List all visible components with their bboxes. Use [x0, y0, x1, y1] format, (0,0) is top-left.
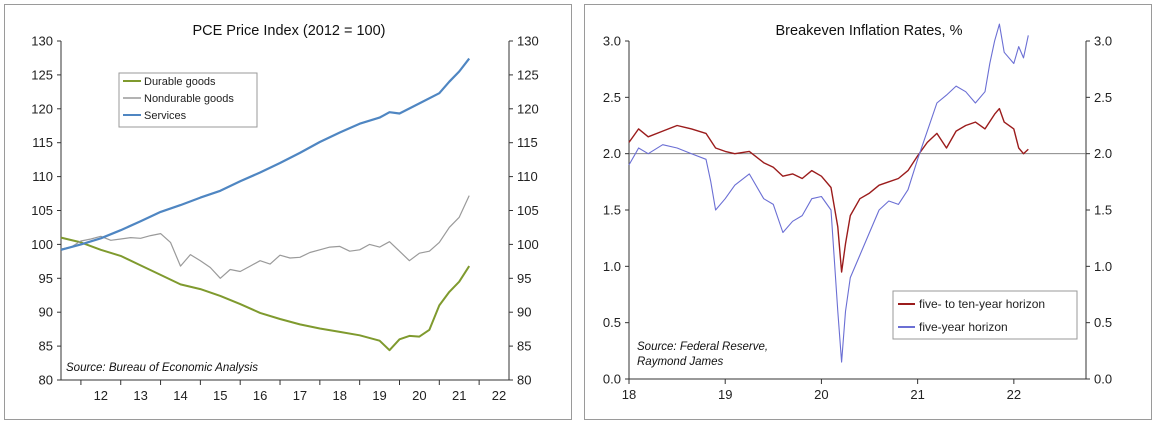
source-note-line-2: Raymond James: [637, 356, 724, 368]
legend-label-five-to-ten-year: five- to ten-year horizon: [919, 297, 1045, 311]
y-tick-label-left: 0.0: [603, 372, 621, 387]
chart-title: PCE Price Index (2012 = 100): [192, 23, 385, 39]
y-tick-label-right: 85: [517, 339, 531, 354]
y-tick-label-left: 3.0: [603, 34, 621, 49]
series-line-nondurable-goods: [60, 195, 470, 279]
y-tick-label-left: 120: [31, 101, 53, 116]
pce-price-index-chart: PCE Price Index (2012 = 100) 80 80 85 85 90 9…: [31, 23, 539, 403]
y-tick-label-left: 2.5: [603, 90, 621, 105]
series-line-five-to-ten-year-horizon: [628, 107, 1029, 273]
x-tick-label: 22: [492, 388, 506, 403]
y-tick-label-left: 130: [31, 34, 53, 49]
x-tick-label: 19: [372, 388, 386, 403]
legend-label-nondurable-goods: Nondurable goods: [144, 93, 234, 105]
y-tick-label-left: 0.5: [603, 315, 621, 330]
legend-box: [118, 72, 258, 128]
x-tick-label: 21: [452, 388, 466, 403]
series-line-five-year-horizon: [628, 23, 1029, 363]
x-tick-label: 21: [910, 387, 924, 402]
y-tick-label-left: 110: [32, 169, 53, 184]
breakeven-inflation-chart: Breakeven Inflation Rates, % 0.0 0.0 0.5 0.…: [603, 23, 1112, 402]
y-tick-label-right: 3.0: [1094, 34, 1112, 49]
y-tick-label-right: 95: [517, 271, 531, 286]
breakeven-inflation-panel: Breakeven Inflation Rates, % 0.0 0.0 0.5 0.…: [584, 4, 1152, 420]
y-tick-label-left: 80: [39, 373, 53, 388]
y-tick-label-right: 2.5: [1094, 90, 1112, 105]
legend-box: [892, 290, 1078, 340]
x-tick-label: 16: [253, 388, 267, 403]
chart-title: Breakeven Inflation Rates, %: [776, 23, 963, 39]
series-line-services: [60, 57, 471, 251]
chart-legend: five- to ten-year horizon five-year hori…: [892, 290, 1078, 340]
y-tick-label-right: 115: [517, 135, 538, 150]
y-tick-label-right: 100: [517, 237, 539, 252]
y-tick-label-left: 115: [32, 135, 53, 150]
x-tick-label: 13: [133, 388, 147, 403]
x-tick-label: 19: [718, 387, 732, 402]
x-tick-label: 18: [333, 388, 347, 403]
x-tick-label: 15: [213, 388, 227, 403]
y-tick-label-left: 105: [31, 203, 53, 218]
y-tick-label-left: 95: [39, 271, 53, 286]
y-tick-label-right: 130: [517, 34, 539, 49]
chart-legend: Durable goods Nondurable goods Services: [118, 72, 258, 128]
y-tick-label-right: 1.5: [1094, 203, 1112, 218]
y-tick-label-right: 0.5: [1094, 315, 1112, 330]
x-tick-label: 17: [293, 388, 307, 403]
y-tick-label-right: 120: [517, 101, 539, 116]
x-tick-label: 20: [412, 388, 426, 403]
source-note-line-1: Source: Federal Reserve,: [637, 341, 768, 353]
x-tick-label: 14: [173, 388, 187, 403]
y-tick-label-right: 0.0: [1094, 372, 1112, 387]
y-tick-label-left: 125: [31, 67, 53, 82]
y-tick-label-left: 2.0: [603, 146, 621, 161]
y-tick-label-right: 90: [517, 305, 531, 320]
x-tick-label: 20: [814, 387, 828, 402]
y-tick-label-right: 80: [517, 373, 531, 388]
y-tick-label-right: 1.0: [1094, 259, 1112, 274]
x-tick-label: 18: [622, 387, 636, 402]
x-tick-label: 12: [94, 388, 108, 403]
y-tick-label-left: 85: [39, 339, 53, 354]
source-note: Source: Bureau of Economic Analysis: [66, 362, 258, 374]
y-tick-label-left: 100: [31, 237, 53, 252]
y-tick-label-right: 2.0: [1094, 146, 1112, 161]
y-tick-label-left: 1.5: [603, 203, 621, 218]
x-tick-label: 22: [1007, 387, 1021, 402]
legend-label-services: Services: [144, 110, 187, 122]
y-tick-label-right: 110: [517, 169, 538, 184]
pce-price-index-panel: PCE Price Index (2012 = 100) 80 80 85 85 90 9…: [4, 4, 572, 420]
series-line-durable-goods: [60, 236, 471, 352]
legend-label-five-year: five-year horizon: [919, 320, 1008, 334]
y-tick-label-right: 125: [517, 67, 539, 82]
y-tick-label-left: 90: [39, 305, 53, 320]
y-tick-label-left: 1.0: [603, 259, 621, 274]
y-tick-label-right: 105: [517, 203, 539, 218]
legend-label-durable-goods: Durable goods: [144, 76, 216, 88]
